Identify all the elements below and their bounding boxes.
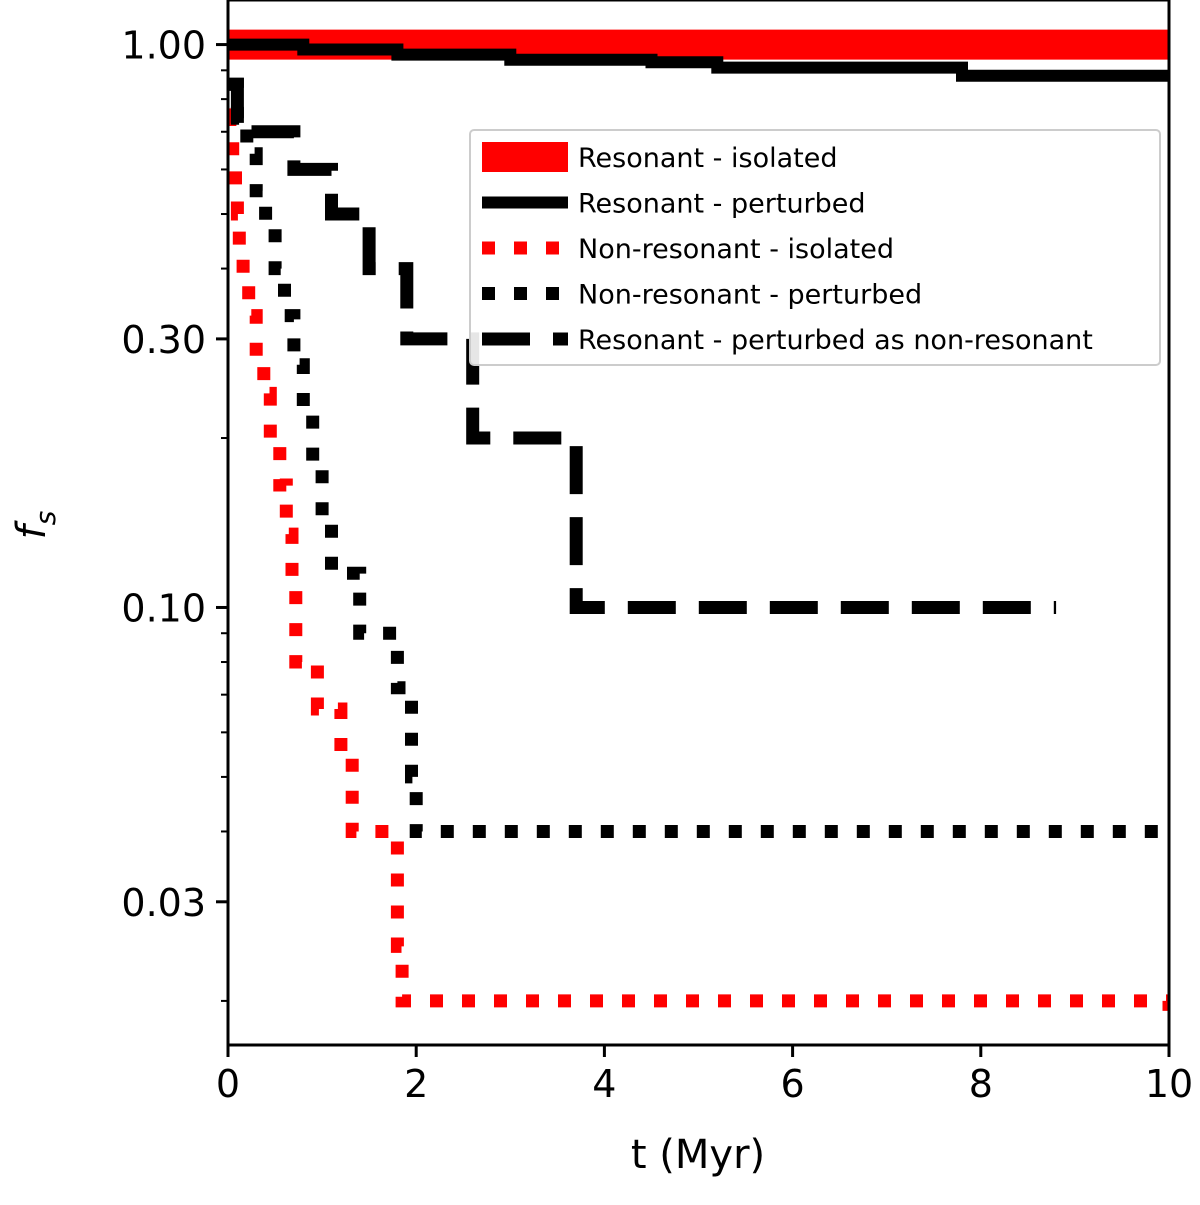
series-line-non-resonant-perturbed <box>228 77 1169 838</box>
series-layer <box>228 29 1169 1027</box>
legend-entries: Resonant - isolated Resonant - perturbed N… <box>482 142 1093 356</box>
legend-label-non-resonant-perturbed: Non-resonant - perturbed <box>578 280 922 311</box>
y-tick-label: 0.03 <box>121 881 206 925</box>
x-tick-label: 8 <box>969 1062 993 1106</box>
x-tick-label: 2 <box>404 1062 428 1106</box>
plot-frame <box>226 0 1171 1047</box>
legend-box <box>469 129 1161 366</box>
x-tick-label: 10 <box>1145 1062 1193 1106</box>
legend: Resonant - isolated Resonant - perturbed N… <box>469 129 1161 366</box>
legend-label-non-resonant-isolated: Non-resonant - isolated <box>578 234 894 265</box>
y-tick-label: 1.00 <box>121 24 206 68</box>
y-tick-label: 0.30 <box>121 318 206 362</box>
series-line-resonant-perturbed-as-non-resonant <box>228 77 1057 614</box>
x-tick-label: 0 <box>216 1062 240 1106</box>
tick-layer: 0 2 4 6 8 10 1.00 0.30 0.10 0.03 <box>121 24 1193 1106</box>
series-line-resonant-perturbed <box>228 38 1169 82</box>
x-axis-label: t (Myr) <box>631 1132 765 1178</box>
x-tick-label: 6 <box>781 1062 805 1106</box>
legend-label-resonant-perturbed: Resonant - perturbed <box>578 189 866 220</box>
y-axis-label-sub: s <box>29 511 62 526</box>
y-axis-label: fs <box>9 511 62 540</box>
legend-label-resonant-isolated: Resonant - isolated <box>578 143 837 174</box>
y-tick-label: 0.10 <box>121 586 206 630</box>
x-tick-label: 4 <box>592 1062 616 1106</box>
legend-label-resonant-perturbed-as-non-resonant: Resonant - perturbed as non-resonant <box>578 325 1093 356</box>
